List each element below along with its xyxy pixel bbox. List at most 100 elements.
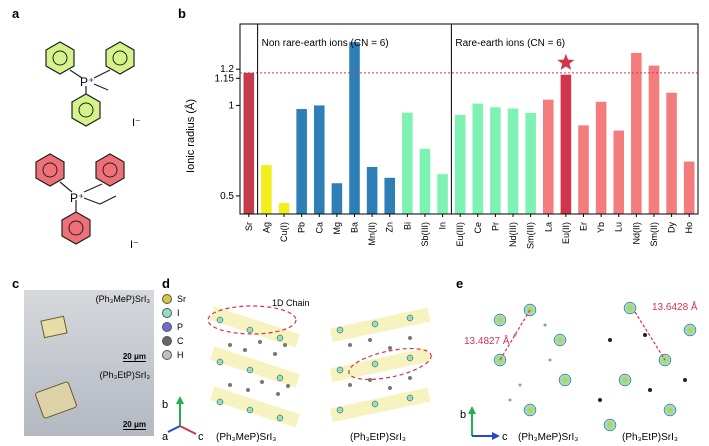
cation-label: P⁺ xyxy=(70,191,84,205)
bar-in xyxy=(437,174,448,214)
iodine-atoms xyxy=(336,314,414,414)
c-axis-arrowhead xyxy=(492,432,500,440)
x-tick-label: Ag xyxy=(261,222,271,233)
crystal-label: (Ph₃MeP)SrI₃ xyxy=(95,294,150,304)
chain-band xyxy=(210,386,300,428)
a-axis-label: a xyxy=(162,431,169,442)
chain-highlight xyxy=(207,305,297,335)
bar-ba xyxy=(349,42,360,214)
iodine-atoms xyxy=(216,316,284,422)
x-tick-label: Ca xyxy=(314,222,324,234)
ethyl-bond xyxy=(83,195,117,205)
phenyl-ring xyxy=(45,41,75,75)
bar-ndii xyxy=(631,52,642,215)
x-tick-labels: Sr Ag Cu(I) Pb Ca Mg Ba Mn(II) Zn Bi Sb(III) In Eu(I… xyxy=(244,214,694,249)
star-icon xyxy=(557,53,575,70)
x-tick-label: Nd(II) xyxy=(631,222,641,245)
x-tick-label: Mg xyxy=(332,222,342,235)
legend-item-c: C xyxy=(162,334,222,348)
c-axis-label: c xyxy=(198,431,204,442)
bar-mg xyxy=(331,183,343,214)
bar-pr xyxy=(490,107,501,214)
x-tick-label: Er xyxy=(579,222,589,231)
phenyl-ring xyxy=(61,211,91,245)
y-ticks: 0.5 1 1.151.2 xyxy=(215,64,240,202)
caption-left: (Ph₃MeP)SrI₃ xyxy=(216,432,276,443)
legend-swatch xyxy=(162,350,172,360)
y-tick-label: 1.15 xyxy=(215,73,235,84)
sr-atoms xyxy=(607,305,693,428)
aromatic-circle xyxy=(78,102,94,118)
x-tick-label: Pr xyxy=(490,222,500,231)
axes-triad-e: b c xyxy=(460,406,508,443)
panel-label-e: e xyxy=(456,276,464,291)
panel-e-structures: 13.4827 Å (Ph₃MeP)SrI₃ 13.6428 Å (Ph₃EtP… xyxy=(460,300,698,443)
panel-label-d: d xyxy=(162,276,170,291)
panel-label-c: c xyxy=(12,276,20,291)
x-tick-label: Nd(III) xyxy=(508,222,518,247)
methyl-bond xyxy=(93,83,109,91)
y-tick-label: 1 xyxy=(228,100,234,111)
aromatic-circle xyxy=(52,50,68,66)
chain-band xyxy=(329,347,431,383)
structure-left: 13.4827 Å (Ph₃MeP)SrI₃ xyxy=(464,303,578,443)
phenyl-ring xyxy=(35,153,65,187)
structure-top: P⁺ I⁻ xyxy=(45,41,141,129)
bar-ce xyxy=(472,103,484,214)
x-tick-label: In xyxy=(438,222,448,230)
b-axis-label: b xyxy=(460,409,466,421)
chain-band xyxy=(210,346,300,388)
legend-label: Sr xyxy=(177,294,186,304)
x-tick-label: Cu(I) xyxy=(279,222,289,242)
legend-label: I xyxy=(177,308,180,318)
bar-dy xyxy=(666,92,677,214)
caption-right: (Ph₃EtP)SrI₃ xyxy=(350,432,406,443)
crystal-image xyxy=(40,315,68,339)
aromatic-circle xyxy=(42,162,58,178)
legend-item-p: P xyxy=(162,320,222,334)
chain-band xyxy=(329,307,431,343)
crystal-label: (Ph₃EtP)SrI₃ xyxy=(99,370,150,380)
b-axis-label: b xyxy=(162,399,168,411)
legend-swatch xyxy=(162,294,172,304)
organic-cations xyxy=(508,323,552,402)
atom-legend: Sr I P C H xyxy=(162,292,222,382)
x-tick-label: Lu xyxy=(614,222,624,232)
bar-sr xyxy=(243,72,255,214)
legend-swatch xyxy=(162,308,172,318)
bar-ag xyxy=(261,165,272,214)
panel-label-b: b xyxy=(178,6,186,21)
aromatic-circle xyxy=(102,162,118,178)
structure-right: (Ph₃EtP)SrI₃ xyxy=(329,307,432,443)
x-tick-label: Bi xyxy=(402,222,412,230)
b-axis-arrowhead xyxy=(468,406,476,414)
distance-label-left: 13.4827 Å xyxy=(464,334,510,347)
distance-line xyxy=(634,311,666,361)
sr-octahedra xyxy=(603,301,697,432)
x-tick-label: Zn xyxy=(385,222,395,233)
bars xyxy=(243,42,695,215)
b-axis-arrowhead xyxy=(176,396,184,404)
x-tick-label: La xyxy=(543,222,553,232)
bar-bi xyxy=(402,112,413,214)
panel-label-a: a xyxy=(12,6,20,21)
structure-right: 13.6428 Å (Ph₃EtP)SrI₃ xyxy=(598,300,698,443)
x-tick-label: Mn(II) xyxy=(367,222,377,246)
panel-d-structures: 1D Chain (Ph₃MeP)SrI₃ (Ph₃EtP)SrI₃ xyxy=(207,298,432,443)
x-tick-label: Eu(II) xyxy=(561,222,571,244)
scale-bar: 20 μm xyxy=(122,352,146,362)
distance-label-right: 13.6428 Å xyxy=(652,300,698,313)
bond xyxy=(59,181,73,193)
x-tick-label: Sm(III) xyxy=(526,222,536,249)
phenyl-ring xyxy=(105,41,135,75)
bar-smiii xyxy=(525,113,536,214)
x-tick-label: Eu(III) xyxy=(455,222,465,247)
caption-right: (Ph₃EtP)SrI₃ xyxy=(622,432,678,443)
legend-item-sr: Sr xyxy=(162,292,222,306)
x-tick-label: Sr xyxy=(244,222,254,231)
plot-frame xyxy=(239,23,699,215)
bar-cui xyxy=(278,203,290,214)
crystal-image xyxy=(34,380,78,420)
anion-label: I⁻ xyxy=(130,239,139,251)
molecule-cluster xyxy=(348,336,412,390)
